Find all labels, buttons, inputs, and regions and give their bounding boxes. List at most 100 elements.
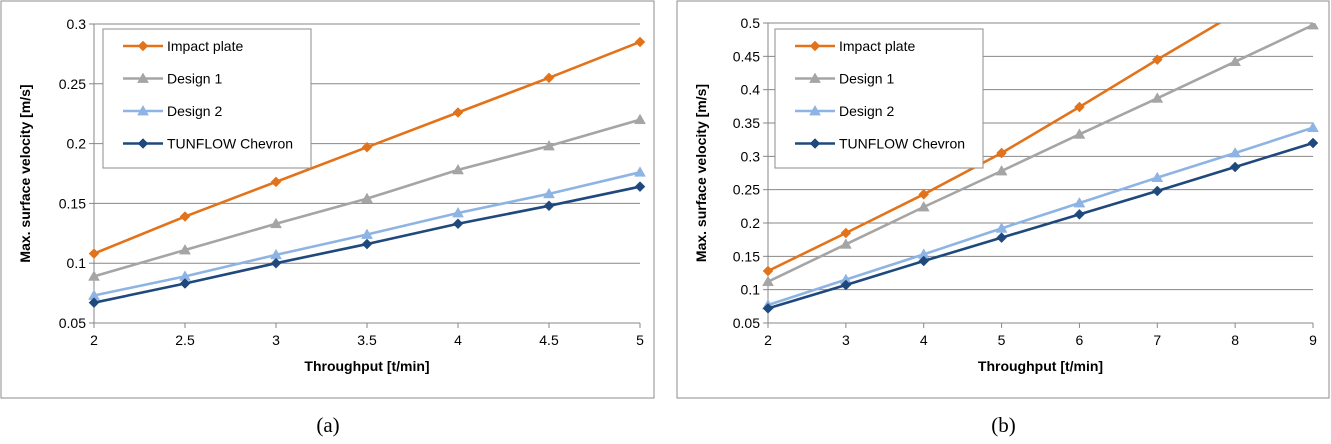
data-point-design-1 [361,192,373,203]
data-point-design-2 [1229,146,1242,158]
data-point-design-1 [762,275,774,287]
legend-marker-tunflow-chevron [809,138,821,149]
x-tick-label: 3 [842,332,850,348]
y-tick-label: 0.25 [733,182,760,198]
data-point-tunflow-chevron [762,302,774,314]
y-tick-label: 0.1 [67,255,87,271]
legend-label-design-1: Design 1 [839,71,894,87]
legend-label-impact-plate: Impact plate [167,38,243,54]
legend-label-tunflow-chevron: TUNFLOW Chevron [167,136,293,152]
legend-b: Impact plate Design 1 Design 2 TUNFLOW Chev… [774,28,984,169]
legend-marker-impact-plate [809,40,821,52]
legend-label-impact-plate: Impact plate [839,38,915,54]
data-point-tunflow-chevron [361,238,373,250]
legend-label-design-2: Design 2 [167,103,222,119]
data-point-tunflow-chevron [1229,161,1241,173]
data-point-tunflow-chevron [88,297,100,309]
x-tick-label: 3.5 [357,332,377,348]
data-point-design-1 [179,244,191,255]
data-point-tunflow-chevron [840,279,852,291]
x-tick-label: 9 [1309,332,1317,348]
plot-area-a [88,36,646,309]
legend-box [774,28,984,169]
data-point-impact-plate [543,72,555,84]
data-point-design-1 [543,139,555,151]
legend-marker-design-1 [809,72,821,83]
data-point-design-2 [452,206,464,218]
data-point-impact-plate [1074,101,1085,113]
line-chart-a: 0.05 0.1 0.15 0.2 0.25 0.3 2 2.5 3 3.5 4 4.5 5 Throug… [0,0,655,399]
legend-label-tunflow-chevron: TUNFLOW Chevron [839,136,965,152]
legend-marker-tunflow-chevron [137,138,149,149]
y-tick-label: 0.05 [733,315,760,331]
data-point-impact-plate [270,176,282,188]
y-tick-label: 0.45 [733,48,760,64]
chart-panel-a: 0.05 0.1 0.15 0.2 0.25 0.3 2 2.5 3 3.5 4 4.5 5 Throug… [0,0,656,444]
line-chart-b: 0.05 0.1 0.15 0.2 0.25 0.3 0.35 0.4 0.45 0.5 2 3 4 5 6… [676,0,1330,399]
x-tick-label: 8 [1231,332,1239,348]
x-tick-label: 3 [272,332,280,348]
data-point-tunflow-chevron [996,232,1007,244]
x-tick-label: 5 [636,332,644,348]
data-point-design-2 [1073,196,1086,208]
data-point-design-1 [1073,128,1086,139]
data-point-impact-plate [452,107,464,118]
x-tick-label: 4 [920,332,928,348]
data-point-impact-plate [1151,54,1163,66]
data-point-tunflow-chevron [634,181,646,193]
data-point-design-2 [1151,171,1164,183]
data-point-design-1 [1229,55,1242,67]
x-tick-label: 4 [454,332,462,348]
x-tick-label: 2.5 [175,332,195,348]
data-point-design-1 [634,113,646,125]
y-tick-label: 0.2 [741,215,761,231]
data-point-tunflow-chevron [543,200,555,212]
legend-label-design-1: Design 1 [167,71,222,87]
legend-marker-impact-plate [137,40,149,52]
series-line-tunflow-chevron [767,141,1314,310]
y-tick-label: 0.05 [59,315,86,331]
y-tick-label: 0.15 [59,195,86,211]
x-tick-label: 2 [764,332,772,348]
data-point-design-2 [543,187,555,199]
data-point-tunflow-chevron [270,257,282,269]
plot-area-b [762,23,1319,314]
x-axis-title: Throughput [t/min] [304,358,429,374]
data-point-impact-plate [179,211,191,222]
data-point-impact-plate [996,147,1007,159]
series-line-impact-plate [767,23,1222,273]
y-tick-label: 0.35 [733,115,760,131]
data-point-design-1 [917,200,930,212]
legend-marker-design-2 [809,104,821,116]
y-tick-label: 0.4 [741,82,761,98]
data-point-design-1 [88,270,100,281]
series-line-design-1 [767,23,1314,283]
data-point-design-1 [1307,23,1319,30]
series-line-design-2 [767,126,1314,307]
data-point-tunflow-chevron [1151,185,1163,197]
chart-panel-b: 0.05 0.1 0.15 0.2 0.25 0.3 0.35 0.4 0.45 0.5 2 3 4 5 6… [676,0,1331,444]
data-point-design-2 [634,166,646,177]
data-point-tunflow-chevron [1307,137,1319,149]
caption-a: (a) [316,413,340,437]
data-point-impact-plate [634,36,646,48]
x-tick-label: 2 [90,332,98,348]
data-point-impact-plate [840,227,852,239]
data-point-design-1 [995,164,1008,176]
data-point-design-1 [1151,92,1164,103]
data-point-impact-plate [88,248,100,259]
y-tick-label: 0.2 [67,136,87,152]
x-tick-label: 6 [1076,332,1084,348]
data-point-tunflow-chevron [452,218,464,230]
y-tick-label: 0.3 [67,16,87,32]
data-point-design-1 [270,217,282,229]
y-tick-label: 0.5 [741,15,761,31]
legend-label-design-2: Design 2 [839,103,894,119]
y-tick-label: 0.15 [733,248,760,264]
legend-marker-design-1 [137,72,149,83]
data-point-impact-plate [918,188,930,200]
data-point-tunflow-chevron [1074,208,1085,220]
y-tick-label: 0.25 [59,76,86,92]
data-point-tunflow-chevron [918,255,930,267]
y-tick-label: 0.1 [741,282,761,298]
